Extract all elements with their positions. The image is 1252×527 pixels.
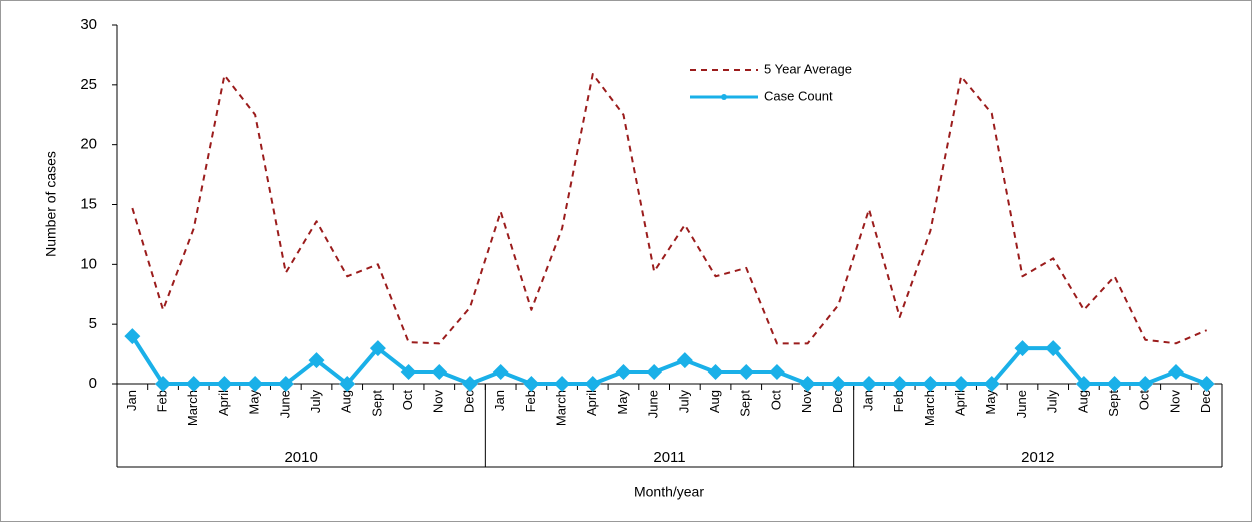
y-tick-label: 15 xyxy=(80,195,97,212)
x-tick-label: Nov xyxy=(431,390,446,414)
y-tick-label: 20 xyxy=(80,136,97,153)
marker xyxy=(738,364,755,381)
x-tick-label: Aug xyxy=(707,390,722,413)
y-tick-label: 25 xyxy=(80,76,97,93)
legend-marker xyxy=(721,94,727,100)
x-tick-label: Aug xyxy=(339,390,354,413)
marker xyxy=(155,376,172,392)
x-tick-label: Sept xyxy=(1106,390,1121,417)
marker xyxy=(830,376,847,392)
x-tick-label: July xyxy=(676,390,691,414)
x-tick-label: May xyxy=(615,390,630,415)
legend-label: 5 Year Average xyxy=(764,61,852,76)
marker xyxy=(922,376,939,392)
y-tick-label: 5 xyxy=(89,315,97,332)
x-tick-label: Jan xyxy=(860,390,875,411)
group-label: 2012 xyxy=(1021,449,1054,466)
marker xyxy=(768,364,785,381)
x-tick-label: Aug xyxy=(1075,390,1090,413)
x-tick-label: Oct xyxy=(1137,390,1152,411)
marker xyxy=(1075,376,1092,392)
x-tick-label: Jan xyxy=(492,390,507,411)
marker xyxy=(861,376,878,392)
marker xyxy=(584,376,601,392)
y-tick-label: 0 xyxy=(89,375,97,392)
x-tick-label: Nov xyxy=(1167,390,1182,414)
x-tick-label: April xyxy=(953,390,968,416)
marker xyxy=(339,376,356,392)
y-tick-label: 30 xyxy=(80,16,97,33)
x-tick-label: Sept xyxy=(369,390,384,417)
marker xyxy=(400,364,417,381)
marker xyxy=(277,376,294,392)
marker xyxy=(247,376,264,392)
marker xyxy=(1045,340,1062,357)
marker xyxy=(799,376,816,392)
marker xyxy=(369,340,386,357)
x-tick-label: July xyxy=(308,390,323,414)
marker xyxy=(1198,376,1215,392)
x-tick-label: Sept xyxy=(738,390,753,417)
x-tick-label: Oct xyxy=(400,390,415,411)
x-tick-label: April xyxy=(584,390,599,416)
marker xyxy=(1137,376,1154,392)
x-tick-label: March xyxy=(185,390,200,426)
x-tick-label: March xyxy=(554,390,569,426)
x-tick-label: Feb xyxy=(154,390,169,412)
marker xyxy=(185,376,202,392)
x-tick-label: Feb xyxy=(891,390,906,412)
legend-label: Case Count xyxy=(764,88,833,103)
y-tick-label: 10 xyxy=(80,255,97,272)
marker xyxy=(523,376,540,392)
marker xyxy=(1014,340,1031,357)
marker xyxy=(646,364,663,381)
group-label: 2011 xyxy=(653,449,685,466)
marker xyxy=(431,364,448,381)
x-tick-label: May xyxy=(983,390,998,415)
series-line xyxy=(131,73,1208,345)
y-axis-title: Number of cases xyxy=(43,151,59,257)
x-tick-label: May xyxy=(247,390,262,415)
x-tick-label: June xyxy=(1014,390,1029,418)
x-tick-label: April xyxy=(216,390,231,416)
x-tick-label: July xyxy=(1045,390,1060,414)
marker xyxy=(1167,364,1184,381)
marker xyxy=(216,376,233,392)
x-tick-label: Oct xyxy=(768,390,783,411)
x-tick-label: Dec xyxy=(461,390,476,414)
marker xyxy=(308,352,325,369)
marker xyxy=(676,352,693,369)
x-tick-label: Nov xyxy=(799,390,814,414)
x-axis-title: Month/year xyxy=(634,484,704,500)
marker xyxy=(615,364,632,381)
x-tick-label: June xyxy=(646,390,661,418)
marker xyxy=(124,328,141,345)
x-tick-label: Dec xyxy=(830,390,845,414)
marker xyxy=(554,376,571,392)
group-label: 2010 xyxy=(284,449,317,466)
x-tick-label: Feb xyxy=(523,390,538,412)
x-tick-label: Jan xyxy=(124,390,139,411)
marker xyxy=(953,376,970,392)
marker xyxy=(461,376,478,392)
marker xyxy=(492,364,509,381)
x-tick-label: March xyxy=(922,390,937,426)
x-tick-label: Dec xyxy=(1198,390,1213,414)
marker xyxy=(983,376,1000,392)
marker xyxy=(707,364,724,381)
x-tick-label: June xyxy=(277,390,292,418)
marker xyxy=(1106,376,1123,392)
marker xyxy=(891,376,908,392)
